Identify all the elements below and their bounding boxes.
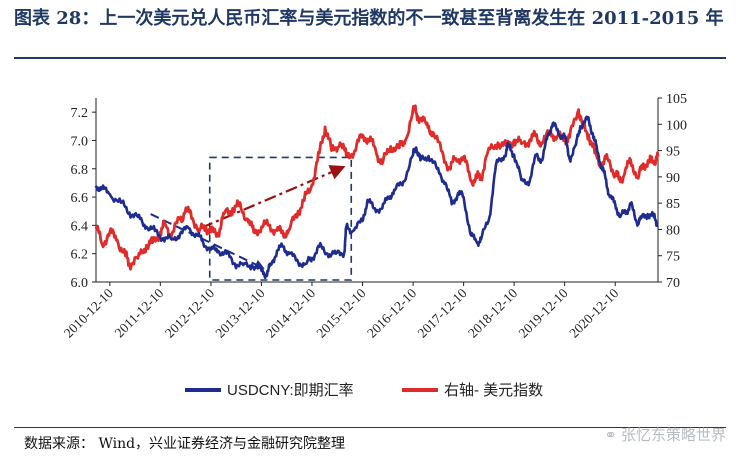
wechat-icon: ⚭	[604, 426, 617, 444]
source-note: 数据来源： Wind，兴业证券经济与金融研究院整理	[24, 436, 346, 452]
x-tick-label: 2018-12-10	[465, 285, 520, 340]
chart-annotations	[150, 156, 353, 281]
source-divider	[14, 427, 726, 428]
y-left-tick-label: 7.2	[71, 106, 89, 121]
title-divider	[14, 57, 726, 59]
x-tick-label: 2020-12-10	[566, 285, 621, 340]
watermark-text: 张忆东策略世界	[620, 426, 726, 444]
x-tick-label: 2016-12-10	[364, 285, 419, 340]
y-right-tick-label: 70	[666, 276, 680, 291]
x-tick-label: 2010-12-10	[61, 285, 116, 340]
x-tick-label: 2015-12-10	[313, 285, 368, 340]
chart-legend: USDCNY:即期汇率 右轴- 美元指数	[185, 382, 543, 399]
usdcny-trend-arrow	[150, 213, 265, 269]
y-left-tick-label: 6.0	[71, 276, 89, 291]
x-tick-label: 2014-12-10	[263, 285, 318, 340]
chart-title: 图表 28：上一次美元兑人民币汇率与美元指数的不一致甚至背离发生在 2011-2…	[14, 8, 724, 29]
x-tick-label: 2013-12-10	[212, 285, 267, 340]
series-line-usdcny	[94, 115, 659, 280]
y-right-tick-label: 90	[666, 171, 680, 186]
y-right-tick-label: 80	[666, 223, 680, 238]
y-left-tick-label: 7.0	[71, 134, 89, 149]
legend-label: USDCNY:即期汇率	[227, 382, 354, 399]
y-right-tick-label: 100	[666, 118, 687, 133]
y-left-tick-label: 6.8	[71, 163, 89, 178]
y-right-tick-label: 85	[666, 197, 680, 212]
y-left-tick-label: 6.6	[71, 191, 89, 206]
chart-series	[94, 104, 660, 280]
x-tick-label: 2011-12-10	[112, 285, 167, 340]
x-tick-label: 2019-12-10	[516, 285, 571, 340]
y-left-tick-label: 6.4	[71, 219, 89, 234]
y-right-tick-label: 75	[666, 250, 680, 265]
dxy-trend-arrow	[200, 165, 346, 229]
y-right-tick-label: 95	[666, 145, 680, 160]
x-tick-label: 2012-12-10	[162, 285, 217, 340]
y-left-tick-label: 6.2	[71, 248, 89, 263]
series-line-dxy	[94, 104, 660, 271]
y-right-tick-label: 105	[666, 92, 687, 107]
watermark: ⚭ 张忆东策略世界	[604, 424, 726, 445]
x-tick-label: 2017-12-10	[415, 285, 470, 340]
legend-label: 右轴- 美元指数	[444, 382, 543, 399]
